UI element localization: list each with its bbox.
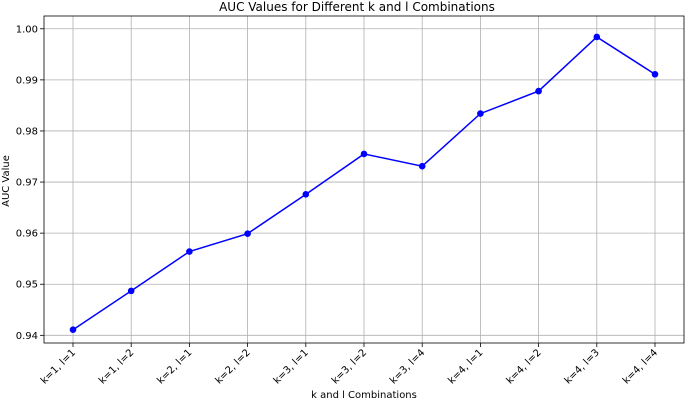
x-tick-label: k=4, l=3	[563, 347, 602, 386]
x-tick-label: k=2, l=2	[214, 347, 253, 386]
x-tick-label: k=3, l=4	[388, 347, 427, 386]
y-tick-label: 0.94	[16, 331, 38, 342]
data-point	[535, 87, 542, 95]
data-point	[302, 191, 310, 198]
y-tick-label: 1.00	[16, 24, 38, 35]
x-tick-label: k=3, l=1	[272, 347, 311, 386]
x-tick-label: k=1, l=2	[97, 347, 136, 386]
x-tick-label: k=4, l=2	[505, 347, 544, 386]
x-tick-label: k=2, l=1	[155, 347, 194, 386]
y-tick-label: 0.97	[16, 178, 38, 189]
x-tick-label: k=1, l=1	[39, 347, 78, 386]
axes	[40, 15, 685, 347]
data-point	[244, 230, 251, 237]
x-tick-label: k=4, l=4	[621, 347, 660, 386]
data-point	[651, 70, 659, 78]
data-series	[69, 33, 659, 334]
x-tick-labels: k=1, l=1 k=1, l=2 k=2, l=1 k=2, l=2 k=3, l=1…	[39, 347, 660, 386]
chart-title: AUC Values for Different k and l Combina…	[219, 0, 495, 14]
grid-lines	[44, 16, 684, 343]
y-tick-label: 0.99	[16, 75, 38, 86]
data-point	[360, 150, 368, 158]
data-point	[186, 248, 193, 255]
y-tick-label: 0.96	[16, 229, 38, 240]
x-tick-label: k=4, l=1	[446, 347, 485, 386]
plot-frame	[43, 15, 685, 344]
y-tick-label: 0.95	[16, 280, 38, 291]
data-point	[418, 162, 426, 170]
data-point	[477, 110, 484, 117]
y-tick-labels: 0.94 0.95 0.96 0.97 0.98 0.99 1.00	[16, 24, 38, 342]
data-point	[593, 33, 601, 41]
y-axis-label: AUC Value	[1, 155, 12, 207]
data-point	[127, 287, 135, 295]
y-tick-label: 0.98	[16, 126, 38, 137]
x-tick-label: k=3, l=2	[330, 347, 369, 386]
x-axis-label: k and l Combinations	[311, 390, 417, 400]
data-point	[69, 326, 77, 334]
